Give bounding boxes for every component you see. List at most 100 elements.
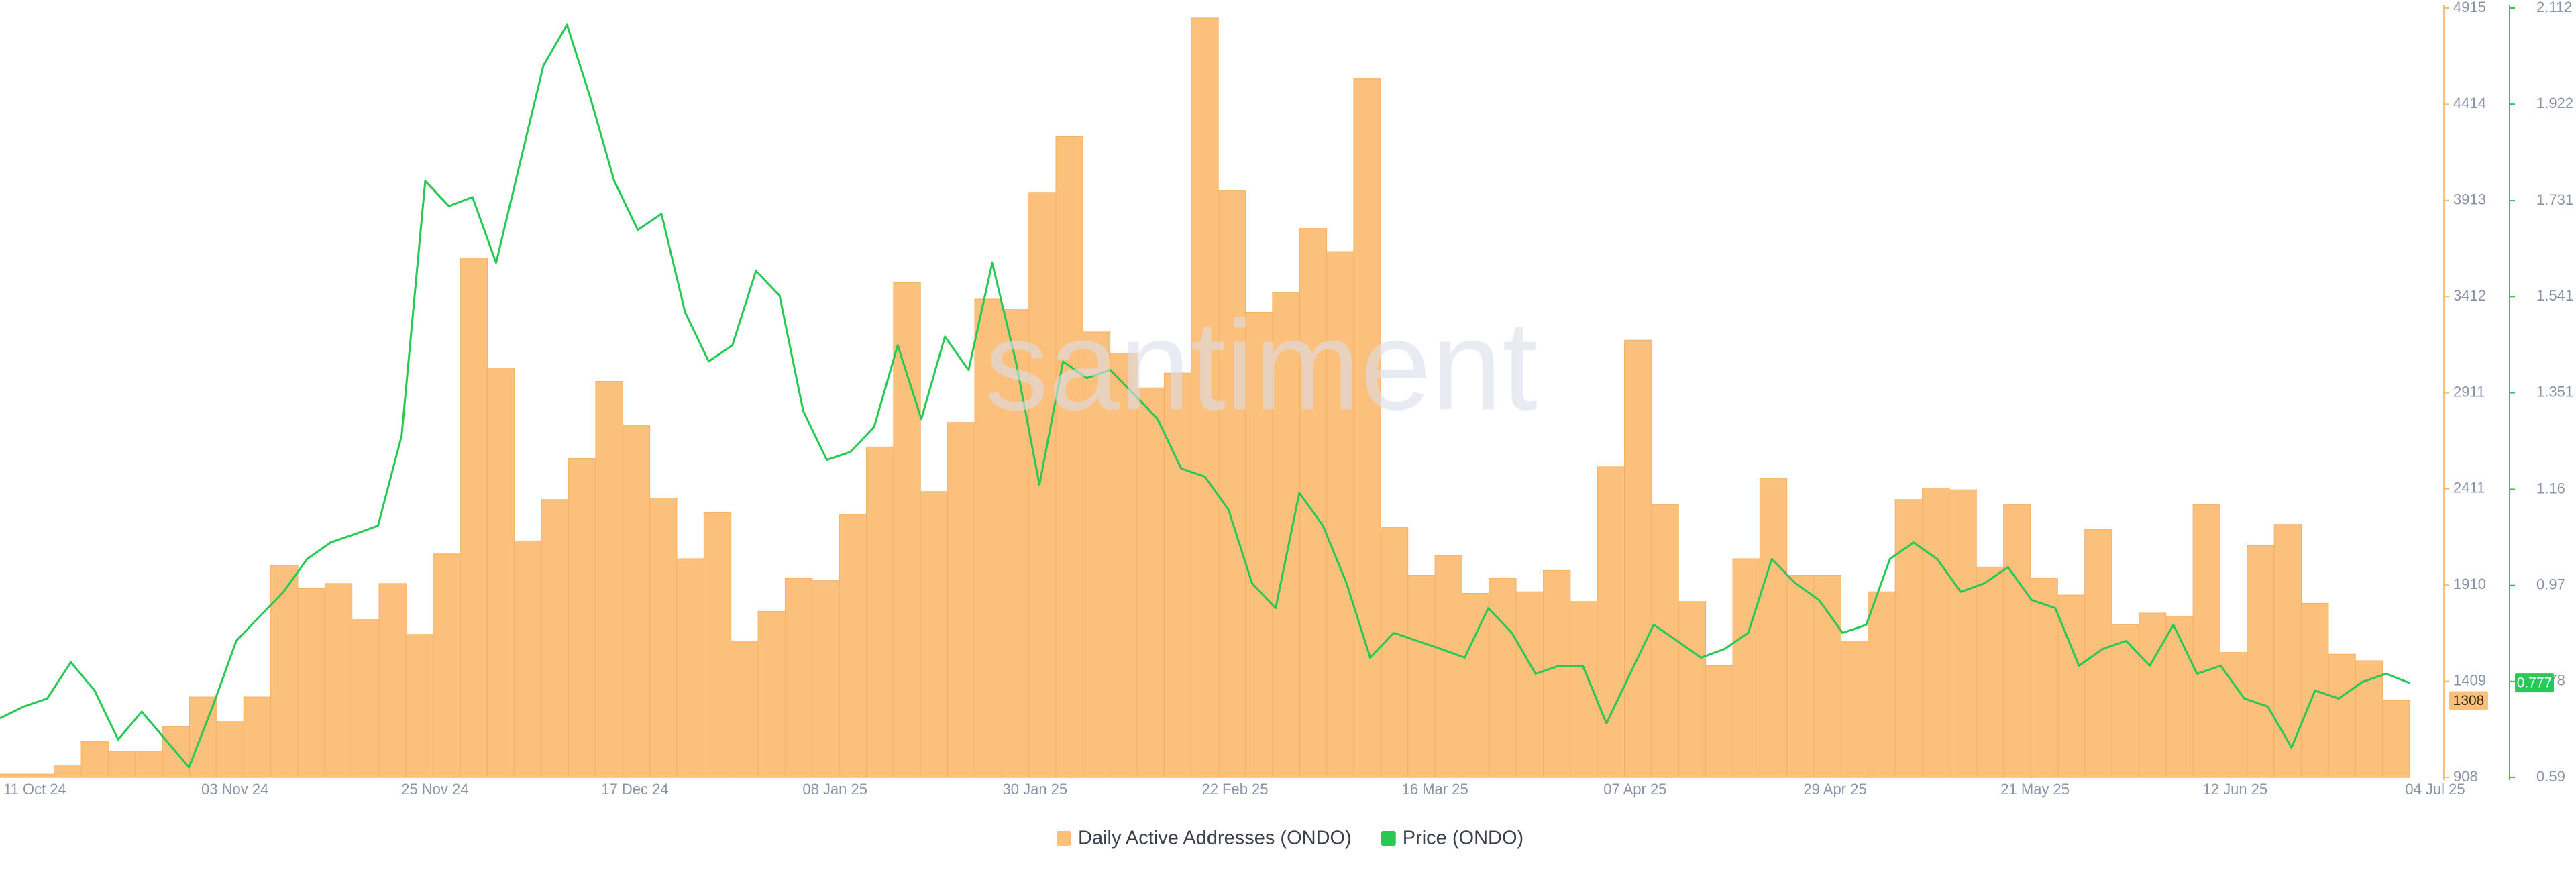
bar: [1136, 387, 1165, 778]
bar: [866, 446, 894, 778]
y-tick-label: 908: [2453, 768, 2478, 785]
bar: [1868, 591, 1896, 778]
bar: [1461, 592, 1490, 778]
bar: [1434, 555, 1462, 778]
last-value-badge: [2449, 691, 2488, 710]
bar: [622, 425, 651, 778]
bar: [974, 298, 1002, 778]
x-tick-label: 21 May 25: [2000, 781, 2070, 798]
x-tick-label: 29 Apr 25: [1803, 781, 1866, 798]
y2-tick-label: 1.922: [2536, 95, 2573, 111]
bar: [1489, 578, 1517, 778]
watermark: santiment: [985, 294, 1538, 437]
bar: [1597, 466, 1625, 778]
x-tick-label: 30 Jan 25: [1003, 781, 1068, 798]
legend-swatch: [1057, 831, 1071, 846]
bar: [297, 588, 325, 778]
bar: [1976, 566, 2004, 778]
bar: [703, 512, 732, 778]
bar: [1624, 339, 1652, 778]
x-tick-label: 08 Jan 25: [802, 781, 867, 798]
bar: [2247, 545, 2275, 778]
bar: [1110, 353, 1138, 778]
bar: [1949, 489, 1977, 778]
price-line: [0, 23, 2410, 769]
y-tick-label: 2411: [2453, 480, 2485, 496]
y2-tick-label: 0.59: [2536, 768, 2565, 785]
bar: [920, 491, 949, 778]
bar: [649, 498, 678, 778]
bar: [1353, 78, 1381, 778]
bar: [1191, 17, 1219, 778]
bar: [2355, 660, 2383, 778]
x-tick-label: 12 Jun 25: [2203, 781, 2268, 798]
bar: [135, 751, 163, 778]
bar: [270, 565, 299, 778]
bar: [1732, 558, 1760, 778]
bar: [2111, 624, 2139, 778]
last-value-badge: [2515, 673, 2554, 693]
bar: [757, 610, 786, 778]
y-tick-label: 3913: [2453, 191, 2486, 208]
bar: [1542, 569, 1571, 778]
legend-swatch: [1381, 831, 1396, 846]
x-tick-label: 17 Dec 24: [601, 781, 668, 798]
x-tick-label: 11 Oct 24: [3, 781, 66, 798]
bar: [1380, 527, 1409, 778]
bar: [568, 458, 596, 778]
bar: [1082, 331, 1111, 778]
bar: [378, 583, 407, 778]
y-tick-label: 3412: [2453, 287, 2486, 304]
bar: [541, 499, 570, 778]
bar: [2138, 612, 2167, 778]
bar: [676, 558, 704, 778]
legend-label: Price (ONDO): [1403, 828, 1523, 849]
bar: [1001, 309, 1030, 778]
bar: [839, 514, 867, 778]
bar: [486, 368, 515, 778]
bar: [514, 540, 542, 778]
bar: [784, 578, 813, 778]
bar: [1759, 478, 1788, 778]
bar: [1894, 499, 1923, 778]
bar: [26, 773, 55, 778]
bar: [1407, 575, 1436, 778]
x-tick-label: 25 Nov 24: [401, 781, 468, 798]
y2-tick-label: 0.97: [2536, 576, 2565, 592]
x-tick-label: 03 Nov 24: [201, 781, 268, 798]
bar: [1218, 190, 1246, 778]
x-tick-label: 07 Apr 25: [1603, 781, 1666, 798]
bar: [2084, 529, 2112, 778]
bar: [243, 696, 272, 778]
bar: [1651, 504, 1679, 778]
bar: [2382, 700, 2410, 778]
y-tick-label: 4414: [2453, 95, 2486, 111]
bar: [2192, 504, 2220, 778]
x-tick-label: 04 Jul 25: [2405, 781, 2465, 798]
bar: [324, 583, 353, 778]
y-tick-label: 1910: [2453, 576, 2486, 592]
bar: [216, 721, 244, 778]
y2-tick-label: 1.731: [2536, 191, 2573, 208]
bar: [107, 751, 136, 778]
bar: [54, 765, 82, 778]
bar: [0, 773, 28, 778]
bar: [1515, 591, 1544, 778]
bar: [2165, 616, 2194, 778]
bar: [1028, 192, 1057, 778]
bar: [947, 422, 975, 778]
y2-tick-label: 1.16: [2536, 480, 2565, 496]
legend-label: Daily Active Addresses (ONDO): [1078, 828, 1352, 849]
y-tick-label: 2911: [2453, 383, 2485, 400]
bar: [1813, 575, 1841, 778]
bar: [731, 640, 759, 778]
y2-tick-label: 1.541: [2536, 287, 2573, 304]
bar: [1678, 601, 1707, 778]
bar: [595, 380, 623, 778]
bar: [2003, 504, 2031, 778]
y2-tick-label: 2.112: [2536, 0, 2572, 15]
y-tick-label: 4915: [2453, 0, 2486, 15]
last-value-label: 0.777: [2517, 675, 2553, 691]
last-value-label: 1308: [2453, 693, 2485, 708]
